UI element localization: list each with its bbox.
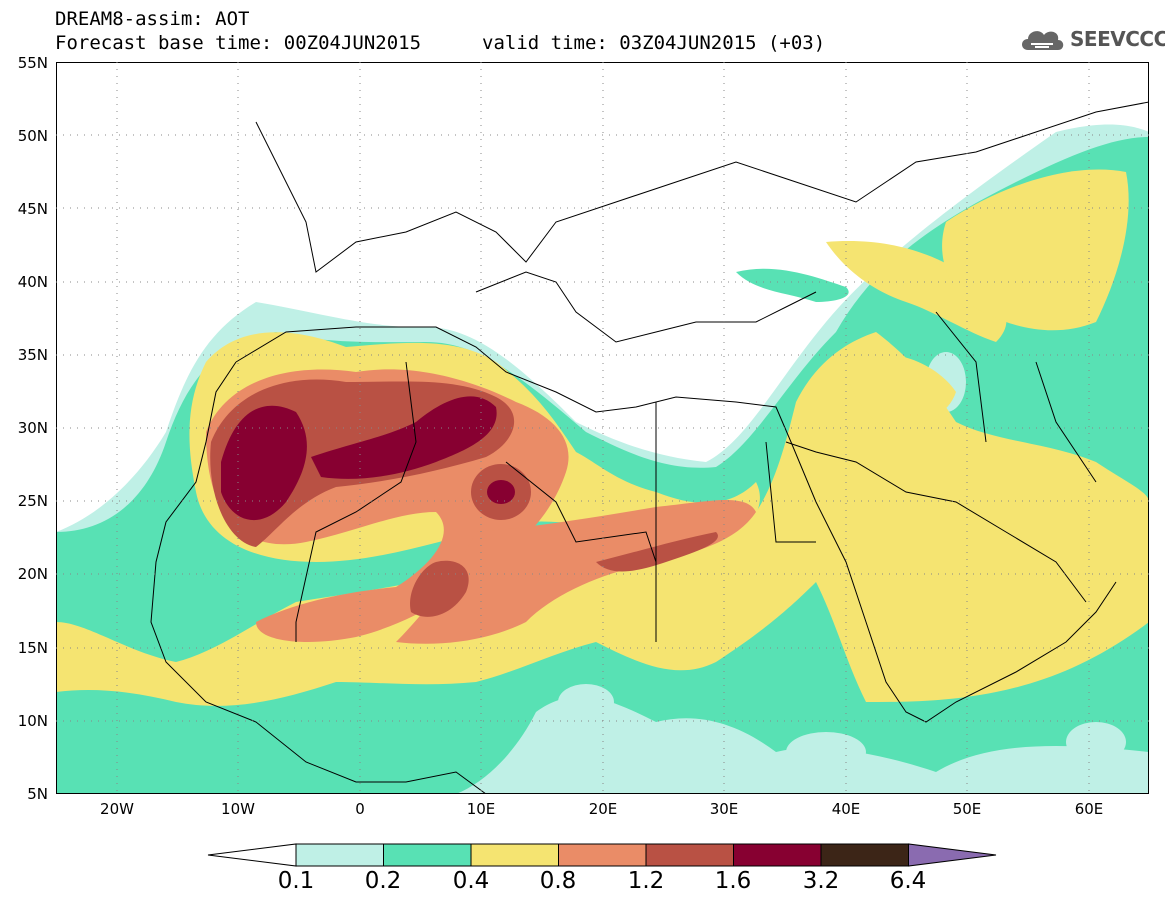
colorbar-label: 0.8	[539, 868, 577, 894]
lat-label: 10N	[17, 712, 48, 730]
lat-label: 15N	[17, 639, 48, 657]
lon-label: 10E	[466, 800, 496, 818]
lon-label: 0	[355, 800, 365, 818]
lat-label: 30N	[17, 419, 48, 437]
colorbar-segment	[207, 843, 297, 867]
colorbar-segment	[733, 843, 822, 867]
lat-label: 50N	[17, 127, 48, 145]
colorbar-segment	[820, 843, 909, 867]
colorbar-segment	[558, 843, 647, 867]
colorbar-segment	[295, 843, 384, 867]
lat-label: 5N	[27, 785, 48, 803]
colorbar-label: 0.2	[364, 868, 402, 894]
colorbar-label: 6.4	[889, 868, 927, 894]
colorbar-segment	[383, 843, 472, 867]
lon-label: 40E	[831, 800, 861, 818]
lon-label: 10W	[221, 800, 255, 818]
lon-label: 30E	[709, 800, 739, 818]
colorbar-label: 3.2	[802, 868, 840, 894]
valid-time: valid time: 03Z04JUN2015 (+03)	[482, 32, 826, 54]
lon-label: 50E	[952, 800, 982, 818]
lon-label: 20W	[100, 800, 134, 818]
colorbar-segment	[645, 843, 734, 867]
seevccc-logo: SEEVCCC	[1018, 22, 1165, 56]
colorbar-segment	[470, 843, 559, 867]
logo-text: SEEVCCC	[1070, 27, 1165, 51]
colorbar-label: 1.6	[714, 868, 752, 894]
cloud-icon	[1022, 31, 1064, 50]
map-title: DREAM8-assim: AOT	[55, 8, 250, 30]
lat-label: 35N	[17, 346, 48, 364]
aot-field	[56, 101, 1149, 794]
colorbar-segment	[908, 843, 997, 867]
forecast-base-time: Forecast base time: 00Z04JUN2015	[55, 32, 422, 54]
colorbar-label: 0.4	[452, 868, 490, 894]
lon-label: 60E	[1074, 800, 1104, 818]
coastlines	[150, 101, 1149, 794]
lat-label: 55N	[17, 54, 48, 72]
colorbar-label: 1.2	[627, 868, 665, 894]
colorbar-label: 0.1	[277, 868, 315, 894]
lon-label: 20E	[588, 800, 618, 818]
lat-label: 25N	[17, 492, 48, 510]
lat-label: 40N	[17, 273, 48, 291]
lat-label: 20N	[17, 565, 48, 583]
aot-band-1.6	[221, 396, 515, 521]
lat-label: 45N	[17, 200, 48, 218]
